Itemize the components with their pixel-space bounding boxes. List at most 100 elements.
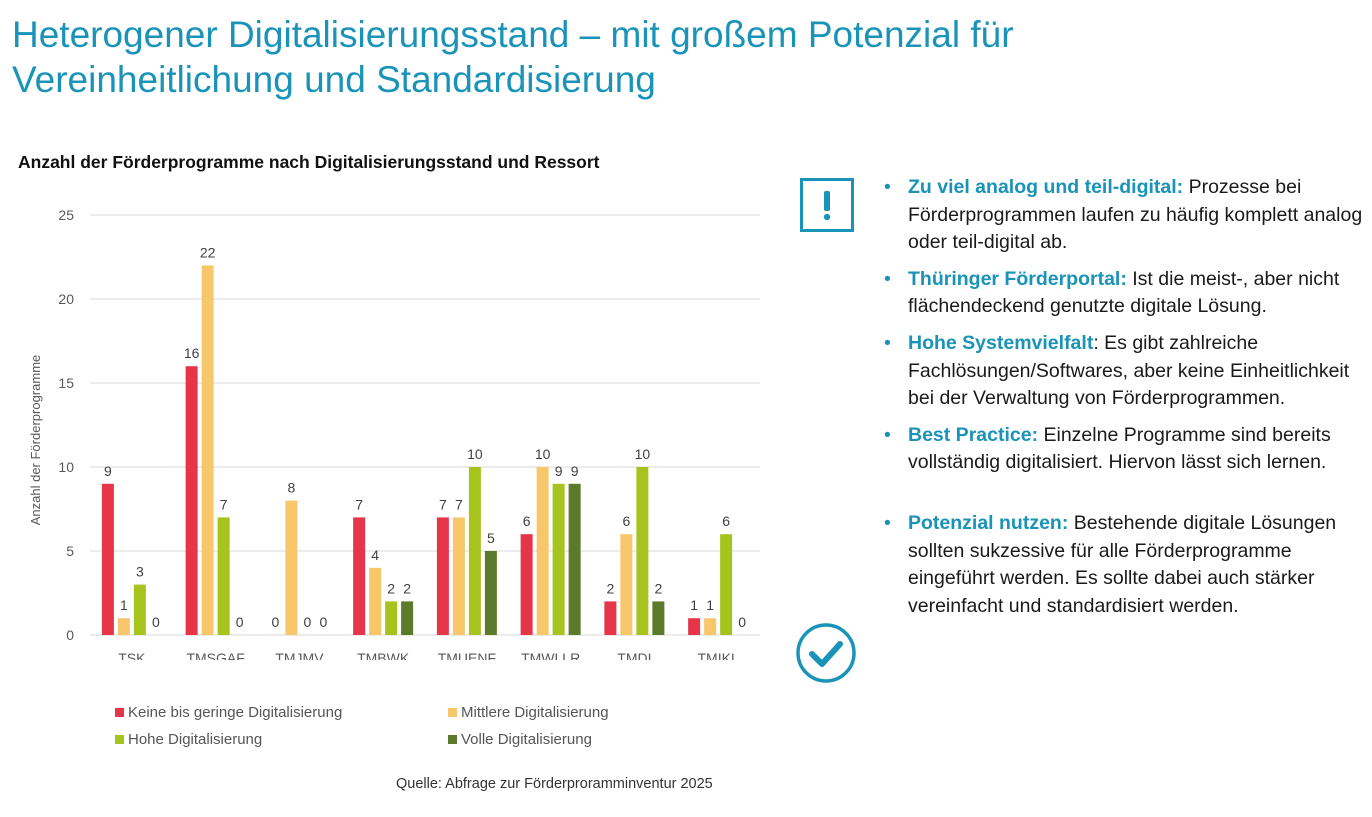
legend-item-keine: Keine bis geringe Digitalisierung — [115, 704, 342, 721]
data-label: 9 — [555, 463, 563, 479]
bar — [688, 618, 701, 635]
legend-label: Hohe Digitalisierung — [128, 731, 263, 748]
x-tick-label: TMWLLR — [521, 650, 580, 660]
legend-item-mittlere: Mittlere Digitalisierung — [448, 704, 609, 721]
bar — [385, 601, 398, 635]
y-tick-label: 15 — [58, 375, 74, 391]
data-label: 0 — [271, 614, 279, 630]
slide-title: Heterogener Digitalisierungsstand – mit … — [12, 12, 1014, 102]
data-label: 0 — [236, 614, 244, 630]
x-tick-label: TMUENF — [438, 650, 496, 660]
bar — [652, 601, 665, 635]
bullet-text: Ist die meist-, aber nicht flächendecken… — [908, 267, 1340, 318]
data-label: 2 — [606, 580, 614, 596]
bullet-item: Best Practice: Einzelne Programme sind b… — [884, 422, 1364, 477]
bar — [484, 551, 497, 635]
data-label: 1 — [120, 597, 128, 613]
data-label: 6 — [722, 513, 730, 529]
data-label: 2 — [654, 580, 662, 596]
data-label: 0 — [738, 614, 746, 630]
data-label: 16 — [184, 345, 200, 361]
data-label: 7 — [455, 496, 463, 512]
bar — [452, 517, 465, 635]
x-tick-label: TMSGAF — [186, 650, 244, 660]
x-tick-label: TMDI — [617, 650, 651, 660]
data-label: 6 — [523, 513, 531, 529]
bar — [636, 467, 649, 635]
exclamation-square-icon — [800, 178, 854, 232]
y-axis-label: Anzahl der Förderprogramme — [28, 355, 43, 526]
legend-swatch — [448, 708, 457, 717]
x-tick-label: TMBWK — [357, 650, 410, 660]
data-label: 0 — [319, 614, 327, 630]
x-tick-label: TMJMV — [275, 650, 324, 660]
bar — [353, 517, 366, 635]
legend-swatch — [448, 735, 457, 744]
bar — [720, 534, 733, 635]
data-label: 7 — [355, 496, 363, 512]
bar — [436, 517, 449, 635]
data-label: 8 — [287, 480, 295, 496]
bullet-item: Thüringer Förderportal: Ist die meist-, … — [884, 266, 1364, 321]
bullet-text: : Es gibt zahlreiche Fachlösungen/Softwa… — [908, 331, 1350, 410]
data-label: 0 — [152, 614, 160, 630]
bullet-heading: Hohe Systemvielfalt — [908, 331, 1094, 354]
bullet-item: Zu viel analog und teil-digital: Prozess… — [884, 174, 1364, 257]
legend-item-hohe: Hohe Digitalisierung — [115, 731, 262, 748]
bar — [704, 618, 717, 635]
data-label: 9 — [104, 463, 112, 479]
y-tick-label: 5 — [66, 543, 74, 559]
data-label: 2 — [403, 580, 411, 596]
data-label: 1 — [706, 597, 714, 613]
bar — [568, 483, 581, 635]
bar — [369, 567, 382, 635]
data-label: 10 — [635, 446, 651, 462]
bar — [133, 584, 146, 635]
data-label: 10 — [467, 446, 483, 462]
bullet-item: Hohe Systemvielfalt: Es gibt zahlreiche … — [884, 330, 1364, 413]
bar — [117, 618, 130, 635]
y-tick-label: 25 — [58, 207, 74, 223]
legend-label: Keine bis geringe Digitalisierung — [128, 704, 343, 721]
bullet-heading: Potenzial nutzen: — [908, 511, 1069, 534]
bar — [620, 534, 633, 635]
bar — [536, 467, 549, 635]
bar — [401, 601, 414, 635]
check-circle-icon — [795, 622, 857, 684]
data-label: 22 — [200, 244, 216, 260]
bar — [285, 500, 298, 635]
bullet-heading: Best Practice: — [908, 423, 1039, 446]
data-label: 0 — [303, 614, 311, 630]
y-tick-label: 0 — [66, 627, 74, 643]
bullet-item: Potenzial nutzen: Bestehende digitale Lö… — [884, 510, 1364, 620]
data-label: 10 — [535, 446, 551, 462]
title-line-2: Vereinheitlichung und Standardisierung — [12, 59, 656, 100]
y-tick-label: 20 — [58, 291, 74, 307]
bar — [552, 483, 565, 635]
bullet-text: Bestehende digitale Lösungen sollten suk… — [908, 511, 1337, 617]
title-line-1: Heterogener Digitalisierungsstand – mit … — [12, 14, 1014, 55]
bullet-text: Einzelne Programme sind bereits vollstän… — [908, 423, 1331, 474]
data-label: 3 — [136, 564, 144, 580]
data-label: 7 — [439, 496, 447, 512]
findings-list: Zu viel analog und teil-digital: Prozess… — [884, 174, 1364, 629]
data-label: 4 — [371, 547, 379, 563]
bar — [468, 467, 481, 635]
data-label: 5 — [487, 530, 495, 546]
legend-label: Mittlere Digitalisierung — [461, 704, 609, 721]
bar — [185, 366, 198, 635]
x-tick-label: TSK — [118, 650, 146, 660]
legend-swatch — [115, 735, 124, 744]
bar — [201, 265, 214, 635]
bar — [604, 601, 617, 635]
data-label: 9 — [571, 463, 579, 479]
legend-swatch — [115, 708, 124, 717]
source-note: Quelle: Abfrage zur Förderproramminventu… — [396, 776, 713, 792]
data-label: 1 — [690, 597, 698, 613]
data-label: 6 — [622, 513, 630, 529]
legend-label: Volle Digitalisierung — [461, 731, 592, 748]
x-tick-label: TMIKL — [698, 650, 739, 660]
data-label: 7 — [220, 496, 228, 512]
bar — [217, 517, 230, 635]
